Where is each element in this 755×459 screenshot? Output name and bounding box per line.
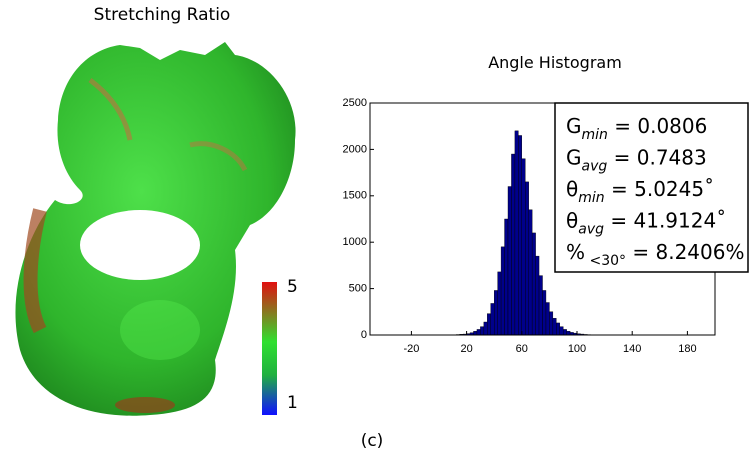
bar	[476, 329, 481, 336]
colorbar-min: 1	[287, 393, 298, 413]
bar	[504, 218, 509, 336]
x-tick-label: -20	[403, 343, 419, 355]
histogram: 0 500 1000 1500 2000 2500 -20 20 60 100 140 180	[343, 97, 716, 355]
stat-line: θavg = 41.9124˚	[566, 209, 726, 238]
stats-box	[554, 102, 749, 273]
bar	[487, 313, 491, 336]
y-tick-label: 500	[349, 283, 367, 295]
stat-symbol: θ	[566, 177, 578, 201]
stat-line: Gmin = 0.0806	[566, 114, 707, 143]
x-tick-label: 60	[516, 343, 528, 355]
bar	[497, 271, 502, 336]
stat-symbol: θ	[566, 209, 578, 233]
bar	[549, 311, 554, 336]
colorbar	[262, 282, 277, 415]
bar	[545, 302, 550, 336]
cat-render	[15, 42, 296, 416]
colorbar-max: 5	[287, 277, 298, 297]
y-tick-label: 1500	[343, 190, 367, 202]
bar	[542, 290, 547, 336]
y-tick-label: 1000	[343, 236, 367, 248]
bar	[563, 329, 567, 336]
bar	[556, 322, 560, 336]
stat-symbol: G	[566, 146, 582, 170]
stat-sub: min	[578, 190, 604, 206]
stat-value: = 0.0806	[608, 114, 707, 138]
stat-symbol: %	[566, 240, 585, 264]
y-tick-label: 2500	[343, 97, 367, 109]
bar	[518, 135, 522, 336]
x-tick-label: 100	[568, 343, 586, 355]
stat-value: = 0.7483	[607, 146, 706, 170]
bar	[494, 290, 498, 336]
bar	[511, 153, 516, 336]
stat-sub: <30°	[585, 253, 626, 269]
stat-value: = 41.9124˚	[604, 209, 726, 233]
bar	[521, 158, 526, 336]
stat-value: = 5.0245˚	[605, 177, 714, 201]
bar	[528, 209, 533, 336]
stat-sub: avg	[578, 222, 604, 238]
bar	[531, 232, 536, 336]
left-title: Stretching Ratio	[94, 5, 231, 25]
stat-line: Gavg = 0.7483	[566, 146, 707, 175]
bar	[480, 326, 485, 336]
y-tick-label: 2000	[343, 143, 367, 155]
bar	[473, 331, 478, 336]
stat-value: = 8.2406%	[626, 240, 744, 264]
bar	[500, 246, 505, 336]
bar	[490, 303, 495, 336]
bar	[535, 255, 540, 336]
bar	[566, 331, 571, 336]
x-tick-label: 20	[460, 343, 472, 355]
bar	[525, 181, 529, 336]
stat-line: θmin = 5.0245˚	[566, 177, 714, 206]
y-tick-label: 0	[361, 329, 367, 341]
bar	[538, 275, 543, 336]
stat-sub: min	[582, 127, 608, 143]
bar	[514, 130, 519, 336]
stat-symbol: G	[566, 114, 582, 138]
x-tick-label: 140	[623, 343, 641, 355]
bar	[552, 318, 557, 336]
caption: (c)	[361, 431, 384, 451]
x-tick-label: 180	[678, 343, 696, 355]
stat-line: % <30° = 8.2406%	[566, 240, 744, 269]
bar	[483, 321, 488, 336]
chart-title: Angle Histogram	[488, 53, 622, 72]
bar	[507, 186, 512, 336]
stat-sub: avg	[582, 159, 608, 175]
bar	[559, 326, 564, 336]
